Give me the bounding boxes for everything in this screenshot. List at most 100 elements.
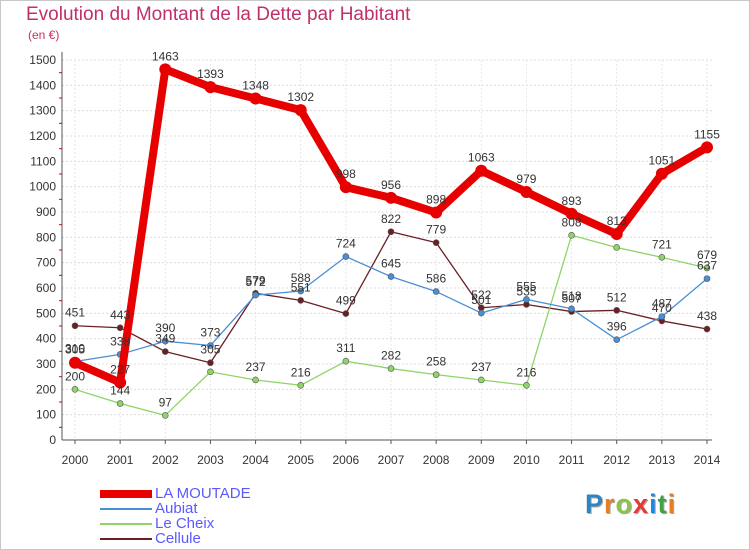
data-label: 237 bbox=[471, 360, 491, 374]
data-label: 305 bbox=[200, 343, 220, 357]
data-label: 349 bbox=[155, 332, 175, 346]
data-label: 555 bbox=[516, 279, 536, 293]
data-label: 1302 bbox=[287, 90, 314, 104]
legend: LA MOUTADE Aubiat Le Cheix Cellule bbox=[100, 486, 251, 546]
y-tick-label: 500 bbox=[36, 306, 56, 320]
legend-item: Le Cheix bbox=[100, 516, 251, 531]
data-point bbox=[161, 337, 169, 345]
data-label: 258 bbox=[426, 355, 446, 369]
y-tick-label: 1000 bbox=[29, 180, 56, 194]
data-point bbox=[520, 185, 533, 198]
chart-title: Evolution du Montant de la Dette par Hab… bbox=[26, 4, 411, 25]
legend-label: Le Cheix bbox=[155, 515, 215, 532]
logo-letter: t bbox=[657, 489, 668, 519]
y-tick-label: 0 bbox=[49, 433, 56, 447]
y-tick-label: 1500 bbox=[29, 53, 56, 67]
legend-swatch bbox=[100, 507, 152, 510]
x-tick-label: 2000 bbox=[62, 453, 89, 467]
data-label: 373 bbox=[200, 326, 220, 340]
legend-swatch bbox=[100, 489, 152, 498]
legend-swatch bbox=[100, 522, 152, 525]
data-label: 438 bbox=[697, 309, 717, 323]
data-point bbox=[297, 297, 305, 304]
y-tick-label: 700 bbox=[36, 256, 56, 270]
data-point bbox=[252, 376, 259, 384]
y-tick-label: 400 bbox=[36, 332, 56, 346]
data-label: 535 bbox=[516, 284, 536, 298]
logo-letter: i bbox=[649, 489, 658, 519]
data-point bbox=[385, 191, 397, 204]
data-label: 822 bbox=[381, 212, 401, 226]
data-point bbox=[342, 310, 350, 317]
logo-letter: P bbox=[585, 489, 605, 519]
y-tick-label: 1300 bbox=[29, 104, 56, 118]
data-label: 501 bbox=[471, 293, 491, 307]
y-tick-label: 800 bbox=[36, 230, 56, 244]
logo-letter: x bbox=[633, 489, 650, 519]
y-tick-label: 900 bbox=[36, 205, 56, 219]
data-point bbox=[655, 167, 668, 180]
data-point bbox=[658, 313, 666, 320]
data-point bbox=[294, 104, 307, 117]
data-label: 305 bbox=[65, 343, 85, 357]
data-point bbox=[116, 400, 124, 407]
data-point bbox=[613, 336, 621, 343]
data-label: 579 bbox=[246, 273, 266, 287]
data-label: 893 bbox=[562, 194, 582, 208]
data-point bbox=[71, 386, 79, 393]
data-label: 282 bbox=[381, 349, 401, 363]
x-tick-label: 2010 bbox=[513, 453, 540, 467]
data-label: 237 bbox=[246, 360, 266, 374]
data-label: 779 bbox=[426, 223, 446, 237]
legend-label: Cellule bbox=[155, 530, 201, 547]
data-label: 470 bbox=[652, 301, 672, 315]
data-point bbox=[297, 287, 305, 295]
y-tick-label: 1400 bbox=[29, 78, 56, 92]
data-point bbox=[387, 365, 395, 372]
x-tick-label: 2011 bbox=[559, 453, 585, 467]
data-point bbox=[252, 291, 259, 299]
data-label: 310 bbox=[65, 341, 85, 355]
data-point bbox=[523, 381, 530, 389]
y-tick-label: 600 bbox=[36, 281, 56, 295]
x-tick-label: 2003 bbox=[197, 453, 224, 467]
data-label: 390 bbox=[155, 321, 175, 335]
data-label: 551 bbox=[291, 280, 311, 294]
data-point bbox=[568, 232, 575, 239]
data-point bbox=[477, 309, 485, 317]
data-point bbox=[432, 288, 440, 295]
data-point bbox=[477, 376, 485, 384]
x-tick-label: 2012 bbox=[603, 453, 630, 467]
data-label: 979 bbox=[516, 172, 536, 186]
data-point bbox=[339, 181, 352, 194]
data-label: 645 bbox=[381, 257, 401, 271]
data-point bbox=[613, 306, 621, 314]
data-label: 808 bbox=[562, 215, 582, 229]
data-point bbox=[610, 228, 623, 241]
data-label: 1348 bbox=[242, 79, 269, 93]
data-point bbox=[207, 359, 214, 367]
data-point bbox=[71, 322, 79, 330]
legend-label: Aubiat bbox=[155, 500, 198, 517]
data-point bbox=[69, 356, 81, 369]
data-label: 216 bbox=[291, 365, 311, 379]
y-tick-label: 200 bbox=[36, 382, 56, 396]
data-point bbox=[432, 239, 440, 246]
data-label: 518 bbox=[562, 289, 582, 303]
data-label: 522 bbox=[471, 288, 491, 302]
data-label: 200 bbox=[65, 369, 85, 383]
data-label: 507 bbox=[562, 292, 582, 306]
data-label: 721 bbox=[652, 237, 672, 251]
data-label: 1063 bbox=[468, 151, 495, 165]
y-axis-unit: (en €) bbox=[28, 28, 60, 42]
legend-item: Aubiat bbox=[100, 501, 251, 516]
data-point bbox=[475, 164, 488, 177]
data-point bbox=[658, 254, 666, 261]
y-tick-label: 100 bbox=[36, 408, 56, 422]
data-label: 144 bbox=[110, 384, 130, 398]
x-tick-label: 2002 bbox=[152, 453, 179, 467]
data-label: 1463 bbox=[152, 49, 179, 63]
data-point bbox=[523, 296, 530, 303]
